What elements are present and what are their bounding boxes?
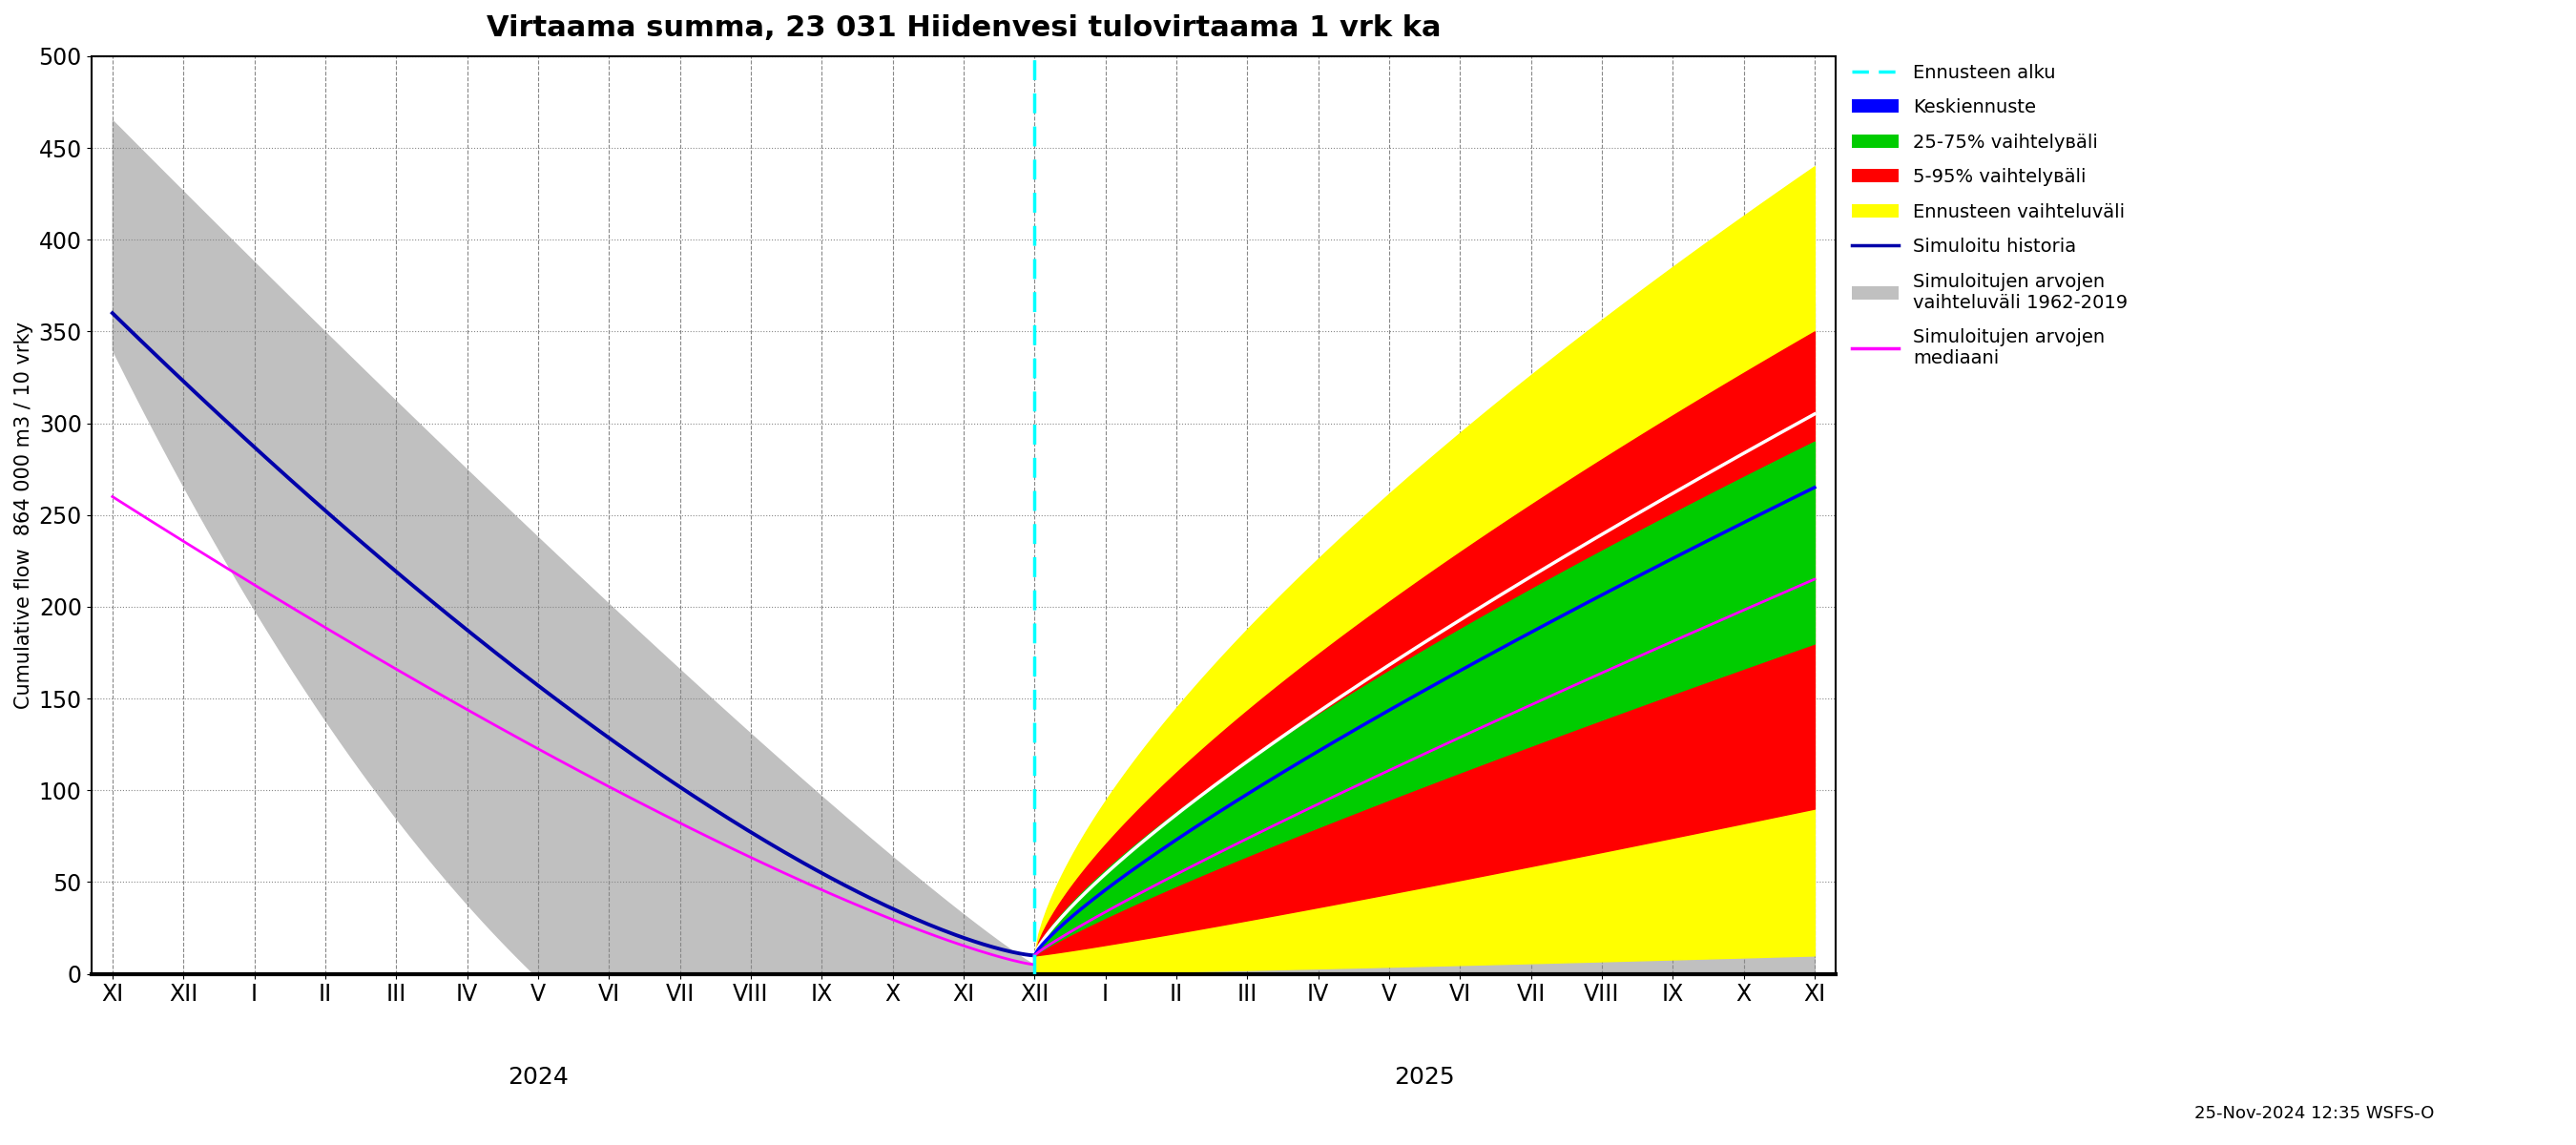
Legend: Ennusteen alku, Keskiennuste, 25-75% vaihtelувäli, 5-95% vaihtelувäli, Ennusteen: Ennusteen alku, Keskiennuste, 25-75% vai… [1844, 56, 2136, 374]
Y-axis label: Cumulative flow  864 000 m3 / 10 vrky: Cumulative flow 864 000 m3 / 10 vrky [15, 322, 33, 709]
Text: 25-Nov-2024 12:35 WSFS-O: 25-Nov-2024 12:35 WSFS-O [2195, 1105, 2434, 1122]
Text: 2024: 2024 [507, 1066, 569, 1089]
Title: Virtaama summa, 23 031 Hiidenvesi tulovirtaama 1 vrk ka: Virtaama summa, 23 031 Hiidenvesi tulovi… [487, 14, 1440, 42]
Text: 2025: 2025 [1394, 1066, 1455, 1089]
